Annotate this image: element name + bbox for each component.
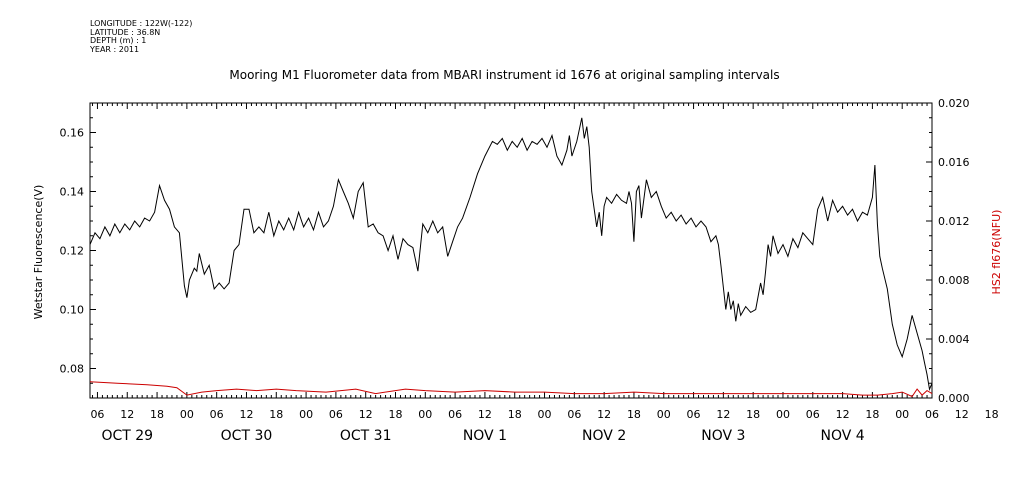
depth-label: DEPTH (m) : 1	[90, 36, 147, 46]
y-tick-label-left: 0.16	[60, 127, 85, 140]
hour-label: 00	[418, 408, 432, 421]
hour-label: 18	[269, 408, 283, 421]
y-tick-label-left: 0.10	[60, 304, 85, 317]
day-label: OCT 31	[340, 428, 392, 444]
hour-label: 12	[597, 408, 611, 421]
left-tick-labels: 0.08 0.10 0.12 0.14 0.16	[60, 127, 85, 376]
hour-label: 06	[329, 408, 343, 421]
y-tick-label-right: 0.012	[938, 215, 970, 228]
day-label: NOV 3	[701, 428, 745, 444]
day-label: NOV 4	[820, 428, 864, 444]
metadata-block: LONGITUDE : 122W(-122) LATITUDE : 36.8N …	[90, 19, 193, 54]
tick-marks	[90, 102, 933, 399]
y-tick-label-right: 0.000	[938, 392, 970, 405]
hour-label: 00	[657, 408, 671, 421]
hour-label: 06	[925, 408, 939, 421]
hour-labels: 06 12 18 00 06 12 18 00 06 12 18 00 06 12 18 00 06 12 18 00…	[90, 408, 999, 421]
day-label: NOV 2	[582, 428, 626, 444]
plot-frame	[89, 102, 933, 399]
day-label: OCT 29	[101, 428, 153, 444]
y-tick-label-left: 0.12	[60, 245, 85, 258]
latitude-label: LATITUDE : 36.8N	[90, 27, 161, 37]
hour-label: 12	[955, 408, 969, 421]
hour-label: 00	[776, 408, 790, 421]
y-tick-label-right: 0.004	[938, 333, 970, 346]
y-tick-label-left: 0.14	[60, 186, 85, 199]
right-tick-labels: 0.000 0.004 0.008 0.012 0.016 0.020	[938, 97, 970, 405]
hour-label: 12	[716, 408, 730, 421]
series-line-fl676	[89, 381, 933, 398]
y-axis-label-right: HS2 fl676(NFU)	[990, 210, 1003, 295]
hour-label: 18	[985, 408, 999, 421]
hour-label: 12	[239, 408, 253, 421]
hour-label: 00	[895, 408, 909, 421]
y-axis-label-left: Wetstar Fluorescence(V)	[32, 185, 45, 320]
hour-label: 06	[806, 408, 820, 421]
day-label: OCT 30	[221, 428, 273, 444]
hour-label: 00	[180, 408, 194, 421]
hour-label: 06	[687, 408, 701, 421]
hour-label: 18	[389, 408, 403, 421]
hour-label: 12	[120, 408, 134, 421]
hour-label: 06	[90, 408, 104, 421]
hour-label: 18	[150, 408, 164, 421]
day-label: NOV 1	[463, 428, 507, 444]
hour-label: 12	[836, 408, 850, 421]
day-labels: OCT 29 OCT 30 OCT 31 NOV 1 NOV 2 NOV 3 NOV 4	[101, 428, 864, 444]
hour-label: 18	[508, 408, 522, 421]
longitude-label: LONGITUDE : 122W(-122)	[90, 19, 193, 28]
hour-label: 00	[299, 408, 313, 421]
hour-label: 06	[448, 408, 462, 421]
hour-label: 18	[865, 408, 879, 421]
hour-label: 06	[567, 408, 581, 421]
hour-label: 00	[538, 408, 552, 421]
y-tick-label-right: 0.008	[938, 274, 970, 287]
series-line-wetstar	[89, 117, 933, 391]
hour-label: 18	[627, 408, 641, 421]
chart-title: Mooring M1 Fluorometer data from MBARI i…	[229, 68, 780, 82]
y-tick-label-right: 0.020	[938, 97, 970, 110]
hour-label: 06	[210, 408, 224, 421]
y-tick-label-left: 0.08	[60, 363, 85, 376]
hour-label: 12	[359, 408, 373, 421]
hour-label: 18	[746, 408, 760, 421]
hour-label: 12	[478, 408, 492, 421]
y-tick-label-right: 0.016	[938, 156, 970, 169]
year-label: YEAR : 2011	[90, 44, 140, 54]
